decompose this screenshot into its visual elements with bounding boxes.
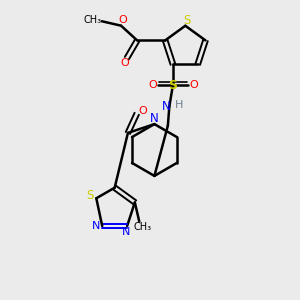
Text: N: N [92, 221, 100, 231]
Text: O: O [118, 15, 127, 26]
Text: N: N [122, 227, 130, 237]
Text: CH₃: CH₃ [83, 15, 101, 25]
Text: CH₃: CH₃ [133, 222, 151, 233]
Text: S: S [87, 189, 94, 202]
Text: O: O [120, 58, 129, 68]
Text: O: O [189, 80, 198, 90]
Text: N: N [150, 112, 159, 125]
Text: O: O [138, 106, 147, 116]
Text: N: N [161, 100, 170, 113]
Text: S: S [168, 79, 177, 92]
Text: S: S [183, 14, 190, 27]
Text: H: H [175, 100, 183, 110]
Text: O: O [148, 80, 157, 90]
